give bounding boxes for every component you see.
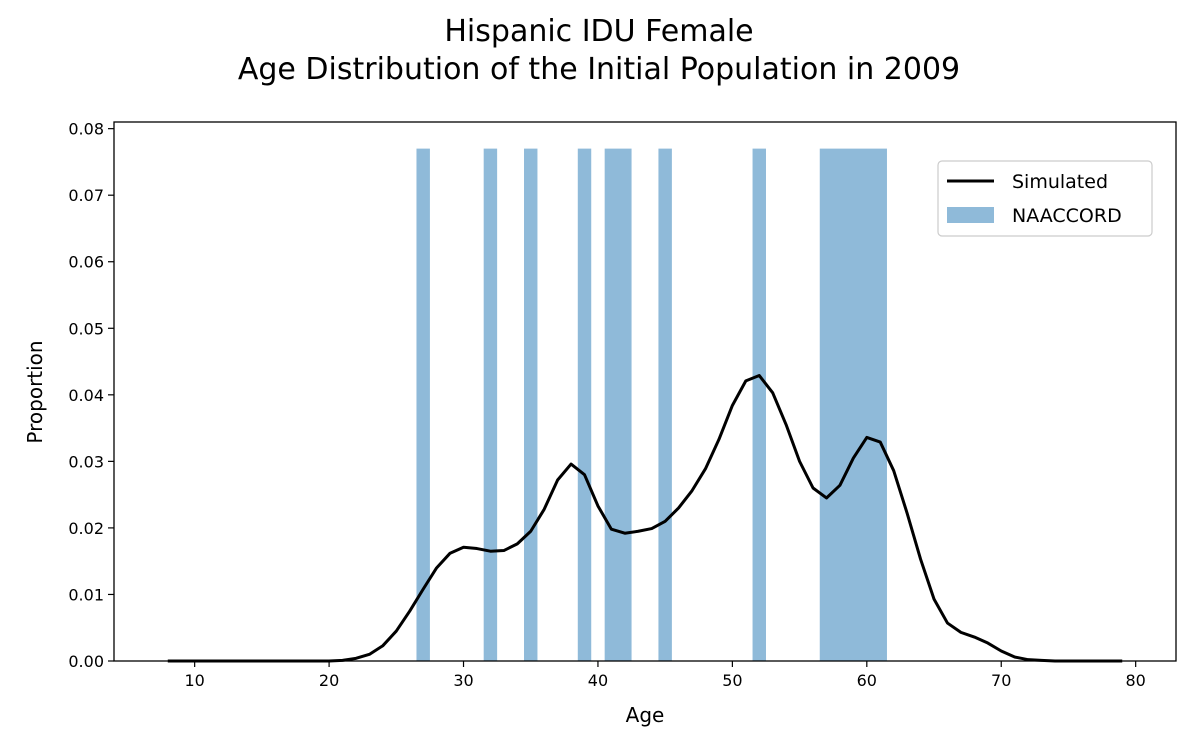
y-tick-label: 0.08 bbox=[68, 120, 104, 139]
x-axis-label: Age bbox=[626, 703, 665, 727]
y-tick-label: 0.06 bbox=[68, 253, 104, 272]
naaccord-bar bbox=[524, 148, 538, 661]
naaccord-bar bbox=[819, 148, 887, 661]
y-axis-ticks: 0.00 0.01 0.02 0.03 0.04 0.05 0.06 0.07 0.08 bbox=[68, 120, 114, 671]
chart-title-line2: Age Distribution of the Initial Populati… bbox=[238, 52, 960, 87]
y-tick-label: 0.03 bbox=[68, 452, 104, 471]
x-tick-label: 70 bbox=[991, 671, 1011, 690]
y-axis-label: Proportion bbox=[23, 340, 47, 443]
naaccord-bars bbox=[416, 148, 887, 661]
x-tick-label: 50 bbox=[722, 671, 742, 690]
naaccord-bar bbox=[752, 148, 766, 661]
legend-simulated-label: Simulated bbox=[1012, 171, 1108, 193]
naaccord-bar bbox=[577, 148, 592, 661]
x-tick-label: 40 bbox=[588, 671, 608, 690]
naaccord-bar bbox=[658, 148, 672, 661]
naaccord-bar bbox=[483, 148, 498, 661]
x-tick-label: 20 bbox=[319, 671, 339, 690]
legend-naaccord-label: NAACCORD bbox=[1012, 205, 1122, 227]
y-tick-label: 0.04 bbox=[68, 386, 104, 405]
legend-naaccord-swatch bbox=[947, 207, 994, 223]
plot-frame bbox=[113, 121, 1177, 662]
naaccord-bar bbox=[604, 148, 632, 661]
chart-title-line1: Hispanic IDU Female bbox=[444, 14, 753, 49]
naaccord-bar bbox=[416, 148, 430, 661]
x-axis-ticks: 10 20 30 40 50 60 70 80 bbox=[184, 661, 1146, 690]
x-tick-label: 30 bbox=[453, 671, 473, 690]
y-tick-label: 0.02 bbox=[68, 519, 104, 538]
y-tick-label: 0.07 bbox=[68, 186, 104, 205]
x-tick-label: 80 bbox=[1125, 671, 1145, 690]
simulated-line bbox=[167, 374, 1123, 663]
y-tick-label: 0.05 bbox=[68, 319, 104, 338]
x-tick-label: 60 bbox=[857, 671, 877, 690]
y-tick-label: 0.00 bbox=[68, 652, 104, 671]
x-tick-label: 10 bbox=[184, 671, 204, 690]
y-tick-label: 0.01 bbox=[68, 585, 104, 604]
legend: Simulated NAACCORD bbox=[937, 160, 1153, 237]
